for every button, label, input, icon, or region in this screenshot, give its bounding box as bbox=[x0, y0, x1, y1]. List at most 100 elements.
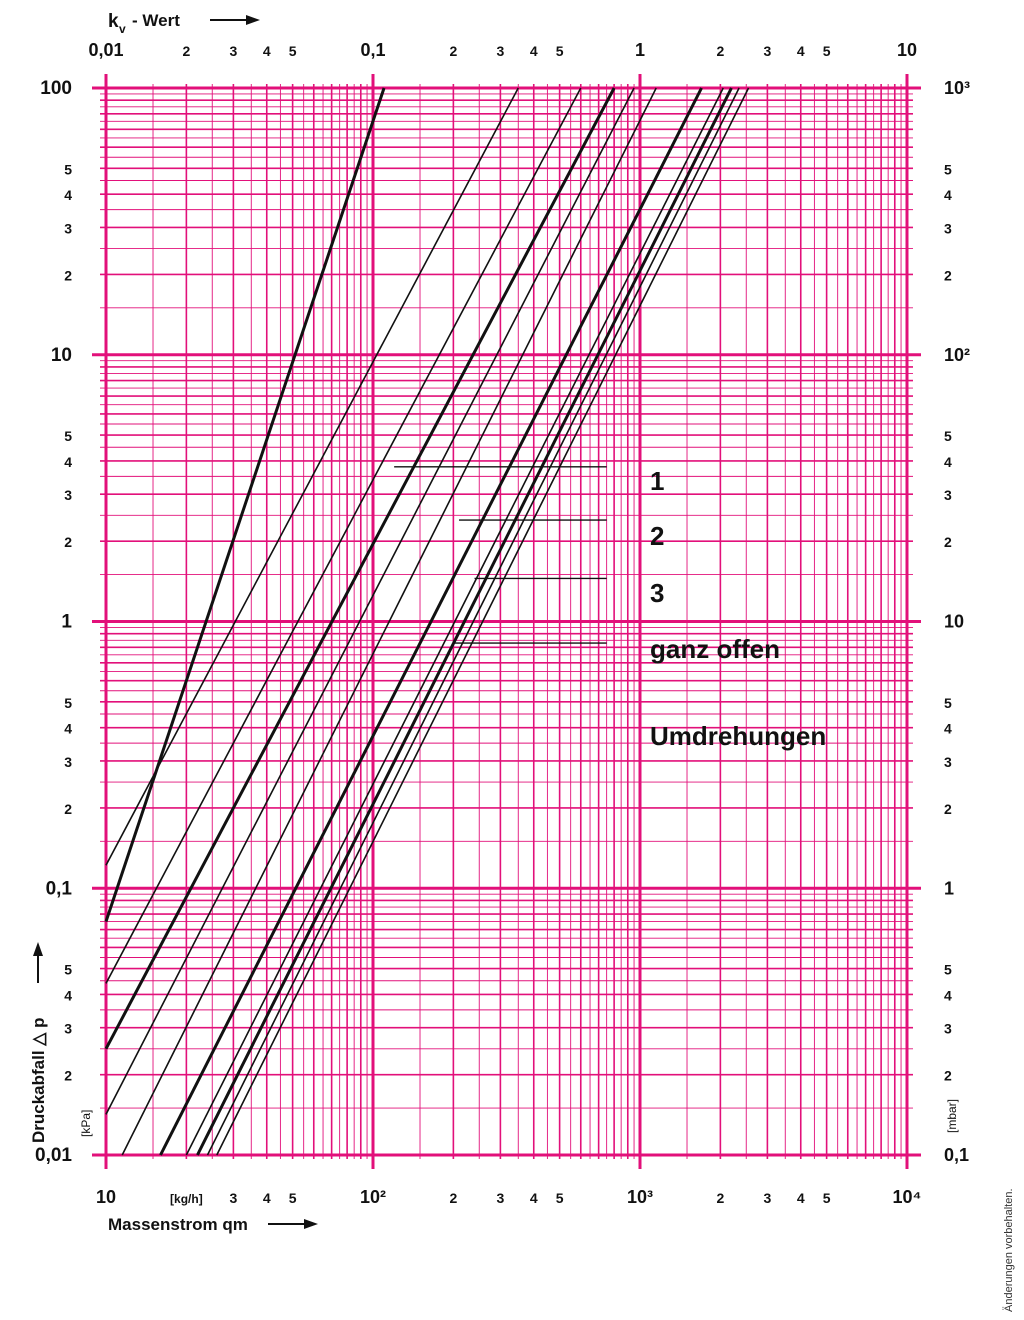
right-axis-unit: [mbar] bbox=[945, 1099, 959, 1133]
y-tick-label: 5 bbox=[64, 428, 72, 444]
top-tick-label: 3 bbox=[496, 43, 504, 59]
y-tick-label: 0,01 bbox=[35, 1145, 72, 1166]
x-tick-label: 10² bbox=[360, 1187, 386, 1207]
top-tick-label: 0,1 bbox=[360, 40, 385, 60]
right-tick-label: 1 bbox=[944, 878, 954, 898]
right-tick-label: 5 bbox=[944, 161, 952, 177]
y-tick-label: 4 bbox=[64, 721, 72, 737]
x-tick-label: [kg/h] bbox=[170, 1192, 203, 1206]
chart-series bbox=[104, 87, 750, 1156]
series-line-3 bbox=[105, 87, 582, 984]
y-tick-label: 3 bbox=[64, 754, 72, 770]
x-tick-label: 4 bbox=[797, 1190, 805, 1206]
y-tick-label: 3 bbox=[64, 1021, 72, 1037]
chart-tick-labels: 10 [kg/h] 3 4 5 10² 2 3 4 5 10³ 2 3 4 5 10⁴ 0,01 2 3 4 5 0,1 2… bbox=[35, 40, 970, 1207]
x-tick-label: 3 bbox=[229, 1190, 237, 1206]
y-tick-label: 4 bbox=[64, 454, 72, 470]
bottom-axis-arrow-icon bbox=[268, 1219, 318, 1229]
right-tick-label: 3 bbox=[944, 487, 952, 503]
footnote: Änderungen vorbehalten. bbox=[1003, 1188, 1015, 1312]
right-tick-label: 5 bbox=[944, 962, 952, 978]
right-tick-label: 2 bbox=[944, 801, 952, 817]
series-line-6 bbox=[121, 87, 657, 1156]
top-tick-label: 3 bbox=[229, 43, 237, 59]
y-tick-label: 5 bbox=[64, 962, 72, 978]
x-tick-label: 3 bbox=[763, 1190, 771, 1206]
left-axis-label: Druckabfall △ p bbox=[29, 1018, 48, 1144]
y-tick-label: 5 bbox=[64, 695, 72, 711]
right-tick-label: 0,1 bbox=[944, 1145, 969, 1165]
right-tick-label: 5 bbox=[944, 695, 952, 711]
chart-annotations bbox=[394, 466, 607, 644]
y-tick-label: 5 bbox=[64, 161, 72, 177]
right-tick-label: 3 bbox=[944, 1021, 952, 1037]
annotation-2: 2 bbox=[650, 521, 664, 551]
top-tick-label: 2 bbox=[182, 43, 190, 59]
right-tick-label: 10 bbox=[944, 612, 964, 632]
annotation-3: 3 bbox=[650, 578, 664, 608]
x-tick-label: 10 bbox=[96, 1187, 116, 1207]
chart-grid bbox=[92, 74, 921, 1169]
right-tick-label: 2 bbox=[944, 267, 952, 283]
right-tick-label: 2 bbox=[944, 1068, 952, 1084]
y-tick-label: 2 bbox=[64, 801, 72, 817]
top-axis-label-v: v bbox=[119, 22, 126, 36]
top-axis-label: - Wert bbox=[132, 11, 180, 30]
series-line-4 bbox=[104, 87, 616, 1050]
top-tick-label: 10 bbox=[897, 40, 917, 60]
top-tick-label: 1 bbox=[635, 40, 645, 60]
right-tick-label: 4 bbox=[944, 454, 952, 470]
series-line-8 bbox=[185, 87, 724, 1156]
top-tick-label: 4 bbox=[263, 43, 271, 59]
x-tick-label: 2 bbox=[449, 1190, 457, 1206]
top-tick-label: 2 bbox=[449, 43, 457, 59]
top-tick-label: 4 bbox=[797, 43, 805, 59]
annotation-1: 1 bbox=[650, 466, 664, 496]
y-tick-label: 10 bbox=[51, 345, 72, 366]
right-tick-label: 3 bbox=[944, 754, 952, 770]
top-axis-arrow-icon bbox=[210, 15, 260, 25]
y-tick-label: 100 bbox=[40, 78, 72, 99]
top-tick-label: 0,01 bbox=[88, 40, 123, 60]
series-line-7 bbox=[159, 87, 703, 1156]
y-tick-label: 4 bbox=[64, 987, 72, 1003]
y-tick-label: 3 bbox=[64, 220, 72, 236]
right-tick-label: 10² bbox=[944, 345, 970, 365]
y-tick-label: 2 bbox=[64, 534, 72, 550]
series-line-10 bbox=[206, 87, 740, 1156]
series-line-9 bbox=[196, 87, 733, 1156]
annotation-ganz-offen: ganz offen bbox=[650, 634, 780, 664]
y-tick-label: 2 bbox=[64, 1068, 72, 1084]
y-tick-label: 4 bbox=[64, 187, 72, 203]
right-tick-label: 10³ bbox=[944, 78, 970, 98]
left-axis-arrow-icon bbox=[33, 942, 43, 983]
y-tick-label: 2 bbox=[64, 267, 72, 283]
top-axis-label-k: k bbox=[108, 11, 119, 32]
x-tick-label: 5 bbox=[289, 1190, 297, 1206]
top-tick-label: 5 bbox=[289, 43, 297, 59]
series-line-1 bbox=[104, 87, 386, 923]
x-tick-label: 4 bbox=[263, 1190, 271, 1206]
right-tick-label: 2 bbox=[944, 534, 952, 550]
series-line-5 bbox=[105, 87, 635, 1115]
x-tick-label: 2 bbox=[716, 1190, 724, 1206]
right-tick-label: 4 bbox=[944, 721, 952, 737]
top-tick-label: 5 bbox=[556, 43, 564, 59]
x-tick-label: 10⁴ bbox=[893, 1187, 922, 1207]
right-tick-label: 4 bbox=[944, 987, 952, 1003]
x-tick-label: 3 bbox=[496, 1190, 504, 1206]
series-line-2 bbox=[105, 87, 519, 866]
top-tick-label: 4 bbox=[530, 43, 538, 59]
x-tick-label: 5 bbox=[556, 1190, 564, 1206]
y-tick-label: 0,1 bbox=[46, 878, 73, 899]
left-axis-unit: [kPa] bbox=[79, 1110, 93, 1137]
y-tick-label: 1 bbox=[61, 612, 72, 633]
right-tick-label: 3 bbox=[944, 220, 952, 236]
x-tick-label: 4 bbox=[530, 1190, 538, 1206]
x-tick-label: 10³ bbox=[627, 1187, 653, 1207]
top-tick-label: 5 bbox=[823, 43, 831, 59]
top-tick-label: 3 bbox=[763, 43, 771, 59]
bottom-axis-label: Massenstrom qm bbox=[108, 1215, 248, 1234]
right-tick-label: 4 bbox=[944, 187, 952, 203]
